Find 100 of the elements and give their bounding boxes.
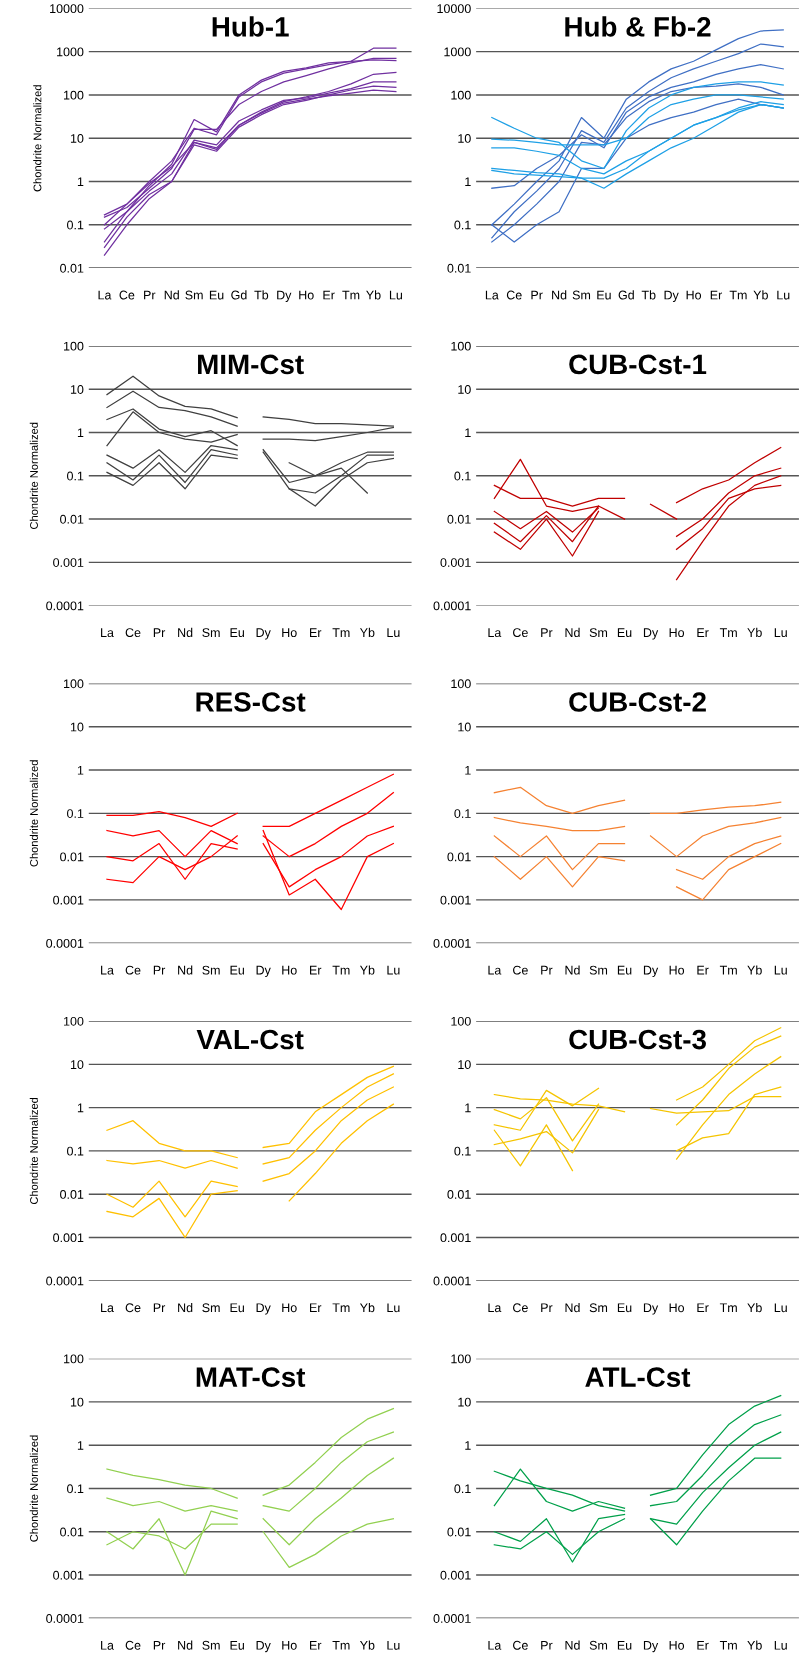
x-tick-label: Nd xyxy=(565,965,580,975)
x-tick-label: Eu xyxy=(209,290,224,300)
y-tick-label: 10000 xyxy=(437,4,471,14)
x-tick-label: La xyxy=(98,290,112,300)
x-tick-label: Eu xyxy=(230,965,244,975)
y-tick-label: 0.01 xyxy=(447,1527,471,1537)
x-tick-label: Nd xyxy=(552,290,567,300)
x-tick-label: Er xyxy=(310,965,322,975)
x-tick-label: Dy xyxy=(664,290,679,302)
y-tick-label: 0.001 xyxy=(440,1233,471,1243)
y-tick-label: 0.001 xyxy=(440,895,471,905)
x-tick-label: Lu xyxy=(774,1640,787,1650)
y-tick-label: 0.001 xyxy=(53,895,84,905)
y-tick-label: 0.01 xyxy=(447,514,471,524)
y-tick-label: 10 xyxy=(458,1060,471,1070)
x-tick-label: Yb xyxy=(747,965,762,975)
y-tick-label: 1 xyxy=(465,428,471,438)
y-tick-label: 100 xyxy=(451,341,471,351)
x-tick-label: Eu xyxy=(230,1303,244,1313)
x-tick-label: Ce xyxy=(119,290,135,300)
x-tick-label: Nd xyxy=(565,627,580,638)
x-tick-label: Yb xyxy=(359,627,375,638)
x-tick-label: Ce xyxy=(125,1640,141,1650)
x-tick-label: Pr xyxy=(153,965,166,975)
x-tick-label: Lu xyxy=(774,628,787,638)
x-tick-label: Eu xyxy=(617,628,632,638)
x-tick-label: Er xyxy=(323,290,335,300)
y-tick-label: 0.001 xyxy=(440,1570,471,1580)
x-tick-label: Gd xyxy=(231,290,247,300)
y-tick-label: 0.001 xyxy=(53,1570,84,1580)
y-tick-label: 100 xyxy=(451,1016,471,1026)
y-tick-label: 10 xyxy=(70,134,84,143)
x-tick-label: Ho xyxy=(669,1303,685,1313)
y-tick-label: 1 xyxy=(465,1103,471,1113)
y-tick-label: 0.01 xyxy=(60,263,84,273)
x-tick-label: Yb xyxy=(359,1302,375,1313)
x-tick-label: Ho xyxy=(669,628,685,638)
x-tick-label: Yb xyxy=(747,1302,762,1313)
x-tick-label: Er xyxy=(310,628,322,637)
x-tick-label: Tm xyxy=(332,628,350,637)
x-tick-label: Sm xyxy=(589,1303,608,1313)
x-tick-label: Tb xyxy=(641,290,656,300)
x-tick-label: Nd xyxy=(178,1302,193,1313)
x-tick-label: Eu xyxy=(617,1640,632,1650)
x-tick-label: La xyxy=(488,965,502,975)
x-tick-label: Er xyxy=(697,1303,709,1313)
y-tick-label: 0.01 xyxy=(60,1527,84,1537)
x-tick-label: Nd xyxy=(178,627,193,638)
y-tick-label: 0.0001 xyxy=(433,1614,471,1623)
y-axis-title: Chondrite Normalized xyxy=(29,1097,38,1205)
x-tick-label: Dy xyxy=(256,1640,271,1653)
y-tick-label: 0.1 xyxy=(454,1146,471,1156)
x-tick-label: Sm xyxy=(589,628,608,638)
x-tick-label: Lu xyxy=(389,290,402,300)
x-tick-label: Eu xyxy=(230,628,244,638)
x-tick-label: Yb xyxy=(359,965,375,975)
y-tick-label: 1000 xyxy=(444,47,471,57)
x-tick-label: Er xyxy=(310,1640,322,1650)
x-tick-label: Ce xyxy=(513,1640,528,1650)
x-tick-label: Lu xyxy=(387,1640,400,1650)
x-tick-label: La xyxy=(488,1303,502,1313)
x-tick-label: Ho xyxy=(282,1303,297,1313)
x-tick-label: Dy xyxy=(643,1640,659,1653)
y-tick-label: 1 xyxy=(77,1103,84,1113)
y-tick-label: 1 xyxy=(465,1441,471,1450)
x-tick-label: Ce xyxy=(513,628,528,638)
y-tick-label: 10 xyxy=(70,1397,84,1407)
y-tick-label: 10000 xyxy=(50,4,84,14)
y-tick-label: 0.001 xyxy=(440,558,471,567)
x-tick-label: Tm xyxy=(719,1303,737,1313)
y-tick-label: 10 xyxy=(458,722,471,732)
x-tick-label: Ce xyxy=(125,628,141,638)
chart-title: CUB-Cst-2 xyxy=(569,692,706,712)
y-tick-label: 100 xyxy=(64,1016,84,1026)
y-tick-label: 10 xyxy=(458,385,471,394)
y-tick-label: 1 xyxy=(77,766,84,775)
x-tick-label: Eu xyxy=(617,965,632,975)
y-tick-label: 0.0001 xyxy=(433,1276,471,1286)
y-tick-label: 0.1 xyxy=(67,471,84,481)
x-tick-label: Ho xyxy=(282,965,297,975)
y-tick-label: 0.1 xyxy=(454,471,471,481)
x-tick-label: Sm xyxy=(572,290,591,300)
x-tick-label: Tm xyxy=(342,290,360,300)
x-tick-label: Er xyxy=(697,1640,709,1650)
x-tick-label: Ho xyxy=(299,290,314,300)
y-axis-title: Chondrite Normalized xyxy=(29,422,38,529)
y-tick-label: 0.0001 xyxy=(433,601,471,611)
x-tick-label: Lu xyxy=(387,1303,400,1313)
x-tick-label: Dy xyxy=(643,628,659,640)
chart-title: VAL-Cst xyxy=(196,1029,304,1050)
x-tick-label: Dy xyxy=(256,965,271,978)
x-tick-label: Lu xyxy=(777,290,790,300)
x-tick-label: Nd xyxy=(178,965,193,975)
y-tick-label: 1 xyxy=(465,766,471,775)
x-tick-label: Sm xyxy=(589,965,608,975)
y-tick-label: 0.1 xyxy=(454,809,471,818)
x-tick-label: La xyxy=(101,1640,114,1650)
y-tick-label: 10 xyxy=(70,1060,84,1070)
y-tick-label: 100 xyxy=(451,90,471,100)
y-tick-label: 0.0001 xyxy=(46,1614,84,1623)
